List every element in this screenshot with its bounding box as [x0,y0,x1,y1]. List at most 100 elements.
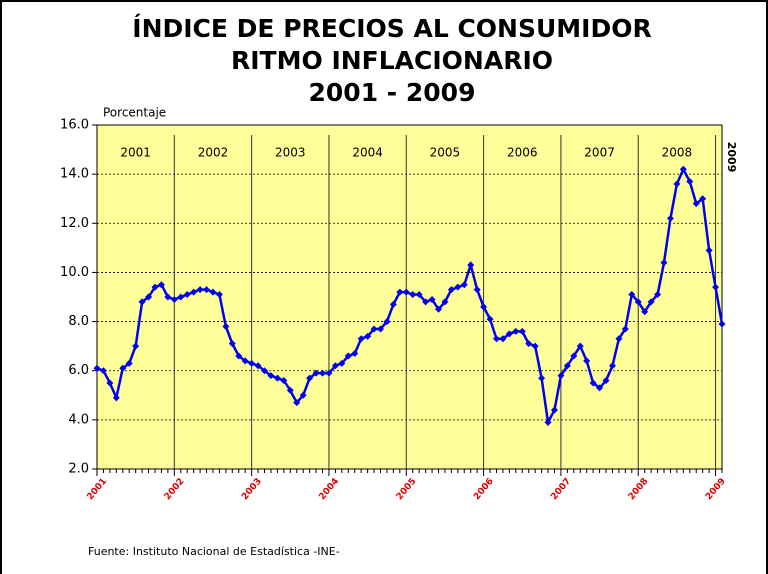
data-point [170,295,178,303]
y-tick-label: 16.0 [60,118,89,133]
data-point [499,335,507,343]
data-point [319,369,327,377]
data-point [331,362,339,370]
data-point [344,352,352,360]
data-point [196,286,204,294]
data-point [132,342,140,350]
data-point [151,283,159,291]
data-point [183,291,191,299]
y-axis-label: Porcentaje [103,106,166,120]
period-label: 2009 [725,142,738,173]
y-tick-label: 2.0 [68,462,89,477]
period-label: 2006 [507,146,538,160]
data-point [486,315,494,323]
data-point [209,288,217,296]
data-point [377,325,385,333]
plot-area [96,124,723,470]
source: Fuente: Instituto Nacional de Estadístic… [88,545,340,558]
data-point [164,293,172,301]
data-point [138,298,146,306]
data-point [402,288,410,296]
title-line: ÍNDICE DE PRECIOS AL CONSUMIDOR [132,14,651,43]
data-point [112,394,120,402]
data-point [125,359,133,367]
y-tick-label: 8.0 [68,314,89,329]
data-point [467,261,475,269]
data-point [570,352,578,360]
data-point [454,283,462,291]
data-point [306,374,314,382]
y-tick-label: 4.0 [68,412,89,427]
data-point [351,350,359,358]
data-point [248,359,256,367]
period-label: 2008 [662,146,693,160]
data-point [222,322,230,330]
data-point [460,281,468,289]
data-point [628,291,636,299]
data-point [286,386,294,394]
data-point [666,214,674,222]
data-point [254,362,262,370]
data-point [512,327,520,335]
data-point [389,300,397,308]
period-label: 2001 [120,146,151,160]
data-point [434,305,442,313]
data-point [357,335,365,343]
data-point [589,379,597,387]
data-point [699,195,707,203]
data-point [718,320,726,328]
data-point [692,200,700,208]
data-point [602,377,610,385]
data-point [615,335,623,343]
data-point [215,291,223,299]
y-tick-label: 12.0 [60,216,89,231]
data-point [531,342,539,350]
data-point [261,367,269,375]
data-point [538,374,546,382]
period-label: 2007 [584,146,615,160]
period-label: 2003 [275,146,306,160]
data-point [273,374,281,382]
data-point [654,291,662,299]
data-point [492,335,500,343]
data-point [370,325,378,333]
data-point [441,298,449,306]
period-label: 2002 [198,146,229,160]
data-point [396,288,404,296]
data-point [364,332,372,340]
title-line: RITMO INFLACIONARIO [231,46,553,75]
data-point [293,399,301,407]
data-point [338,359,346,367]
data-point [480,303,488,311]
data-point [673,180,681,188]
data-point [299,391,307,399]
data-point [473,286,481,294]
data-point [647,298,655,306]
data-point [447,286,455,294]
data-point [280,377,288,385]
data-point [415,291,423,299]
data-point [145,293,153,301]
period-label: 2005 [430,146,461,160]
data-point [563,362,571,370]
data-point [119,364,127,372]
data-point [583,357,591,365]
data-point [99,367,107,375]
data-point [686,178,694,186]
data-point [550,406,558,414]
data-point [634,298,642,306]
data-point [641,308,649,316]
data-point [621,325,629,333]
data-point [596,384,604,392]
data-point [190,288,198,296]
y-tick-label: 14.0 [60,167,89,182]
data-point [325,369,333,377]
data-point [228,340,236,348]
data-point [93,364,101,372]
data-point [518,327,526,335]
data-point [422,298,430,306]
data-point [705,246,713,254]
data-point [312,369,320,377]
data-point [383,318,391,326]
y-tick-label: 10.0 [60,265,89,280]
